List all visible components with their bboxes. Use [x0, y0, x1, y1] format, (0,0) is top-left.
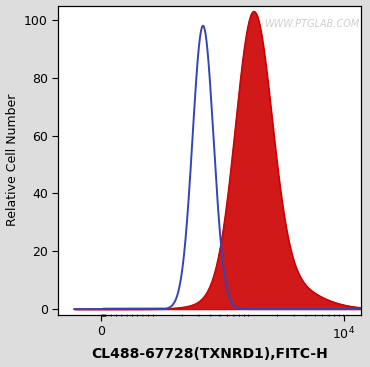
- X-axis label: CL488-67728(TXNRD1),FITC-H: CL488-67728(TXNRD1),FITC-H: [91, 348, 328, 361]
- Y-axis label: Relative Cell Number: Relative Cell Number: [6, 94, 18, 226]
- Text: WWW.PTGLAB.COM: WWW.PTGLAB.COM: [264, 19, 359, 29]
